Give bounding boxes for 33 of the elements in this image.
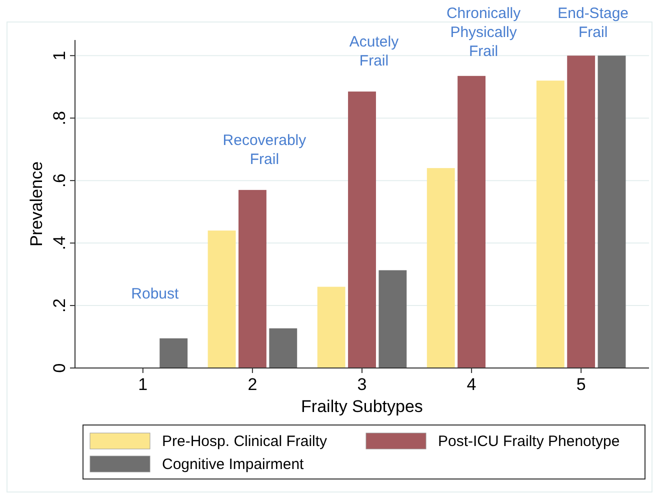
- y-tick-label: 0: [50, 363, 69, 373]
- y-tick-label: 1: [50, 50, 69, 60]
- y-tick-label: .4: [50, 236, 69, 250]
- bar: [348, 92, 376, 368]
- bar: [317, 286, 346, 368]
- bar: [536, 80, 564, 368]
- x-tick-label: 1: [138, 375, 148, 394]
- legend-label: Cognitive Impairment: [162, 456, 305, 473]
- bar: [208, 230, 236, 368]
- annotation: Acutely Frail: [349, 34, 400, 70]
- bar: [567, 56, 596, 368]
- y-tick-label: .2: [50, 298, 69, 313]
- bar: [426, 168, 455, 368]
- bar: [160, 338, 188, 368]
- legend-label: Pre-Hosp. Clinical Frailty: [162, 433, 328, 450]
- bar: [378, 270, 407, 368]
- bar: [269, 328, 298, 368]
- annotation: Recoverably Frail: [222, 132, 307, 168]
- x-tick-label: 4: [466, 375, 476, 394]
- x-tick-label: 3: [357, 375, 367, 394]
- bar: [238, 190, 266, 368]
- x-tick-label: 2: [248, 375, 258, 394]
- y-tick-label: .6: [50, 173, 69, 188]
- x-axis-title: Frailty Subtypes: [301, 397, 423, 416]
- bar: [458, 76, 486, 368]
- y-tick-label: .8: [50, 111, 69, 126]
- legend-label: Post-ICU Frailty Phenotype: [438, 433, 620, 450]
- annotation: Robust: [131, 285, 180, 302]
- annotation: Chronically Physically Frail: [446, 5, 522, 60]
- x-tick-label: 5: [576, 375, 586, 394]
- y-axis-title: Prevalence: [27, 161, 46, 247]
- annotation: End-Stage Frail: [558, 5, 629, 41]
- bar: [598, 56, 626, 368]
